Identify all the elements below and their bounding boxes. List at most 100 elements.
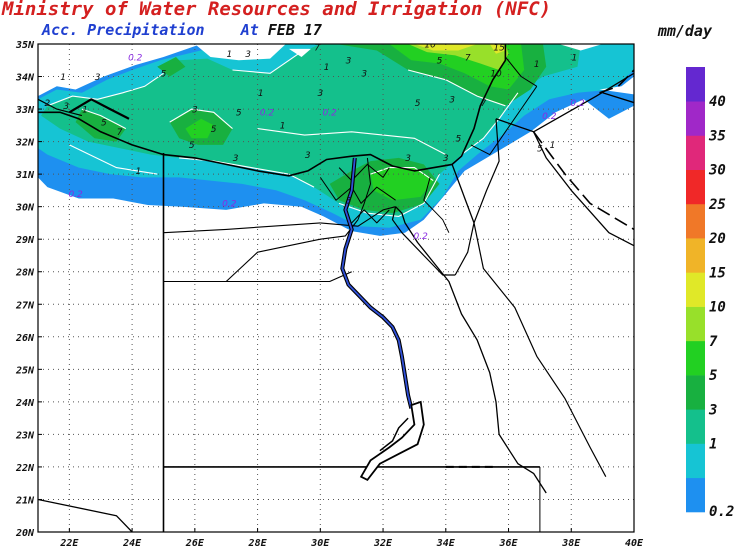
lat-tick-label: 22N xyxy=(15,463,35,474)
border-line xyxy=(319,177,396,204)
legend-swatch xyxy=(686,477,705,513)
legend-swatch xyxy=(686,135,705,170)
precip-field xyxy=(75,109,126,142)
contour-value-label: 5 xyxy=(236,109,242,119)
units-label: mm/day xyxy=(657,22,712,40)
legend-label: 1 xyxy=(709,437,717,453)
contour-value-label: 5 xyxy=(211,125,217,135)
contour-value-label: 7 xyxy=(117,128,123,138)
contour-line xyxy=(81,108,127,130)
lake-branch xyxy=(379,417,409,452)
legend-label: 0.2 xyxy=(709,504,734,520)
contour-value-label: 0.2 xyxy=(128,53,143,63)
lat-tick-label: 31N xyxy=(15,170,35,181)
contour-value-label: 1 xyxy=(550,141,556,151)
precip-field xyxy=(489,44,506,54)
contour-value-label: 1 xyxy=(572,53,578,63)
contour-value-label: 1 xyxy=(60,73,66,83)
legend-label: 20 xyxy=(708,231,726,247)
contour-value-label: 10 xyxy=(424,40,436,50)
lat-tick-label: 29N xyxy=(15,235,35,246)
contour-value-label: 5 xyxy=(101,118,107,128)
dry-area xyxy=(194,44,286,61)
legend-swatch xyxy=(686,203,705,239)
contour-value-label: 10 xyxy=(490,70,502,80)
contour-value-label: 5 xyxy=(189,141,195,151)
contour-value-label: 1 xyxy=(82,105,88,115)
legend-swatch xyxy=(686,67,705,102)
contour-value-label: 5 xyxy=(437,57,443,67)
contour-value-label: 3 xyxy=(346,57,352,67)
subtitle-date: FEB 17 xyxy=(267,21,322,39)
legend-label: 40 xyxy=(709,94,726,110)
contour-line xyxy=(69,144,158,175)
border-line xyxy=(451,164,475,224)
border-line xyxy=(320,206,396,227)
dry-area xyxy=(288,48,311,57)
contour-value-label: 5 xyxy=(537,144,543,154)
border-line xyxy=(602,92,634,104)
border-line xyxy=(68,98,130,120)
lat-tick-label: 32N xyxy=(15,138,35,149)
contour-value-label: 1 xyxy=(280,122,286,132)
lat-tick-label: 35N xyxy=(15,40,35,51)
border-line xyxy=(505,56,538,87)
lat-tick-label: 23N xyxy=(15,430,35,441)
contour-value-label: 1 xyxy=(136,167,142,177)
contour-value-label: 3 xyxy=(305,151,311,161)
contour-value-label: 0.2 xyxy=(323,109,338,119)
contour-line xyxy=(232,53,299,74)
contour-value-label: 0.2 xyxy=(68,190,83,200)
lon-tick-label: 26E xyxy=(185,538,205,549)
contour-value-label: 3 xyxy=(192,105,198,115)
contour-value-label: 1 xyxy=(324,63,330,73)
lat-tick-label: 27N xyxy=(15,300,35,311)
precip-field xyxy=(157,57,186,77)
border-line xyxy=(495,72,634,133)
border-line xyxy=(391,206,456,276)
contour-value-label: 7 xyxy=(481,99,487,109)
lat-tick-label: 24N xyxy=(15,398,35,409)
lat-tick-label: 26N xyxy=(15,333,35,344)
border-line xyxy=(473,222,607,477)
contour-value-label: 0.2 xyxy=(260,109,275,119)
contour-value-label: 3 xyxy=(245,50,251,60)
contour-value-label: 0.2 xyxy=(414,232,429,242)
contour-value-label: 7 xyxy=(314,44,320,54)
subtitle-at: At xyxy=(240,21,259,39)
legend-swatch xyxy=(686,169,705,205)
lat-tick-label: 21N xyxy=(15,495,35,506)
lat-tick-label: 20N xyxy=(15,528,35,539)
border-line xyxy=(395,206,547,494)
contour-value-label: 0.2 xyxy=(570,99,585,109)
contour-value-label: 7 xyxy=(465,53,471,63)
precip-field xyxy=(414,44,478,51)
legend-label: 3 xyxy=(708,402,717,418)
contour-value-label: 5 xyxy=(161,70,167,80)
border-line xyxy=(473,118,500,224)
contour-value-label: 3 xyxy=(95,73,101,83)
contour-line xyxy=(338,173,440,217)
lon-tick-label: 32E xyxy=(373,538,393,549)
contour-value-label: 3 xyxy=(63,102,69,112)
contour-value-label: 5 xyxy=(455,135,461,145)
contour-value-label: 1 xyxy=(226,50,232,60)
legend-swatch xyxy=(686,272,705,307)
legend-label: 5 xyxy=(709,368,717,384)
lat-tick-label: 34N xyxy=(15,73,35,84)
border-line xyxy=(454,222,475,276)
contour-value-label: 3 xyxy=(405,154,411,164)
map-frame xyxy=(37,43,635,533)
contour-value-label: 3 xyxy=(449,96,455,106)
contour-line xyxy=(47,72,164,107)
legend-label: 30 xyxy=(708,163,726,179)
dry-area xyxy=(558,44,603,51)
map-title: Ministry of Water Resources and Irrigati… xyxy=(2,0,552,20)
legend-swatch xyxy=(686,101,705,136)
precip-field xyxy=(185,118,214,139)
legend-label: 25 xyxy=(708,197,726,213)
country-borders xyxy=(38,44,634,532)
